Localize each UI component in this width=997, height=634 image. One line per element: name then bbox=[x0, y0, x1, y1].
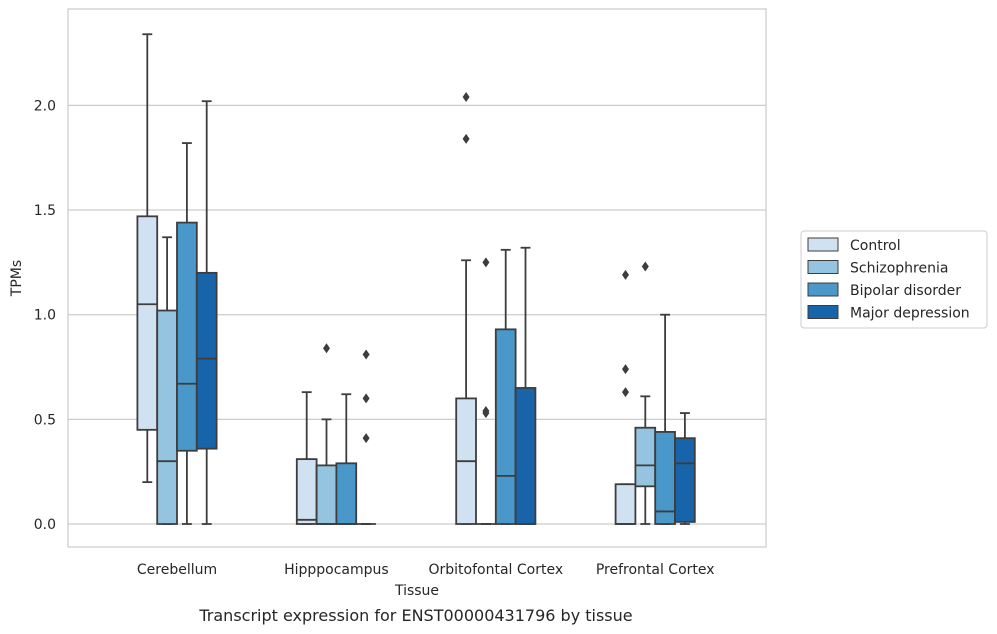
legend-swatch bbox=[807, 282, 839, 297]
box-1-3 bbox=[356, 349, 376, 525]
legend-swatch bbox=[807, 260, 839, 274]
outlier-point bbox=[622, 364, 629, 375]
y-tick-label: 2.0 bbox=[34, 98, 56, 114]
outlier-point bbox=[622, 269, 629, 280]
box-2-3 bbox=[514, 246, 537, 525]
legend-swatch bbox=[807, 305, 839, 319]
y-tick-label: 1.5 bbox=[34, 203, 56, 219]
outlier-point bbox=[323, 343, 330, 354]
box-body bbox=[335, 462, 358, 525]
box-body bbox=[514, 387, 537, 525]
x-axis-label: Tissue bbox=[394, 583, 439, 599]
legend: Control Schizophrenia Bipolar disorder Majo… bbox=[800, 230, 988, 329]
legend-label: Control bbox=[850, 238, 901, 254]
outlier-point bbox=[362, 349, 370, 360]
box-body bbox=[634, 426, 657, 488]
y-tick-label: 0.0 bbox=[34, 517, 56, 533]
box-body bbox=[674, 437, 696, 523]
plot-area-frame bbox=[67, 8, 767, 548]
box-body bbox=[654, 431, 676, 525]
box-3-3 bbox=[674, 412, 696, 525]
outlier-point bbox=[462, 133, 470, 144]
box-2-1 bbox=[476, 257, 496, 525]
chart-caption: Transcript expression for ENST0000043179… bbox=[199, 606, 633, 625]
box-body bbox=[195, 271, 218, 450]
x-tick-label: Orbitofontal Cortex bbox=[428, 562, 563, 578]
outlier-point bbox=[362, 393, 370, 404]
legend-label: Major depression bbox=[850, 306, 970, 322]
box-body bbox=[614, 483, 637, 525]
box-marks bbox=[136, 33, 696, 525]
box-3-2 bbox=[654, 313, 676, 525]
box-2-2 bbox=[494, 248, 517, 525]
y-tick-labels: 0.0 0.5 1.0 1.5 2.0 bbox=[34, 98, 56, 533]
legend-label: Bipolar disorder bbox=[850, 283, 961, 299]
box-1-2 bbox=[335, 393, 358, 525]
box-0-3 bbox=[195, 100, 218, 525]
outlier-point bbox=[641, 261, 649, 272]
box-2-0 bbox=[455, 92, 477, 525]
box-body bbox=[494, 328, 517, 525]
outlier-point bbox=[462, 92, 470, 103]
outlier-point bbox=[362, 433, 370, 444]
x-tick-label: Cerebellum bbox=[137, 562, 217, 578]
box-body bbox=[156, 309, 178, 525]
box-body bbox=[136, 215, 159, 431]
y-tick-label: 0.5 bbox=[34, 412, 56, 428]
box-body bbox=[176, 221, 198, 452]
box-body bbox=[315, 464, 338, 525]
outlier-point bbox=[482, 257, 490, 268]
box-body bbox=[295, 458, 318, 525]
box-1-0 bbox=[295, 391, 318, 525]
box-3-1 bbox=[634, 261, 657, 525]
box-0-1 bbox=[156, 236, 178, 525]
legend-label: Schizophrenia bbox=[850, 261, 948, 277]
box-1-1 bbox=[315, 343, 338, 525]
outlier-point bbox=[622, 387, 629, 398]
x-tick-label: Prefrontal Cortex bbox=[596, 562, 715, 578]
outlier-point bbox=[482, 405, 490, 416]
box-0-2 bbox=[176, 142, 198, 525]
x-tick-label: Hipppocampus bbox=[284, 562, 389, 578]
y-tick-label: 1.0 bbox=[34, 308, 56, 324]
box-3-0 bbox=[614, 269, 637, 525]
legend-frame bbox=[800, 230, 988, 329]
x-tick-labels: Cerebellum Hipppocampus Orbitofontal Corte… bbox=[137, 562, 715, 578]
y-axis-label: TPMs bbox=[9, 260, 25, 297]
box-0-0 bbox=[136, 33, 159, 484]
legend-swatch bbox=[807, 237, 839, 252]
